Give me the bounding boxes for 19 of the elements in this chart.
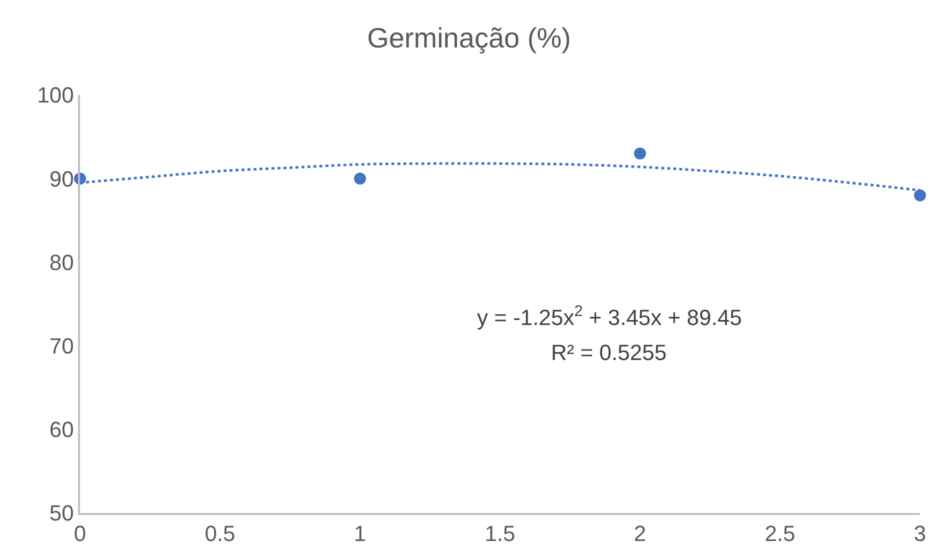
y-tick-label: 80 [49,250,74,275]
x-tick-label: 3 [914,521,926,546]
x-tick-label: 2.5 [764,521,796,546]
x-tick-label: 1 [354,521,366,546]
y-tick-label: 70 [49,334,74,358]
y-tick-label: 100 [37,82,74,108]
point [914,189,926,202]
annotation: R² = 0.5255 [551,340,667,365]
x-tick-label: 1.5 [484,521,516,546]
x-tick-label: 2 [634,521,646,546]
chart-title: Germinação (%) [367,22,571,54]
x-tick-label: 0 [74,521,86,546]
x-tick-label: 0.5 [204,521,236,546]
annotation: y = -1.25x$^{2}$ + 3.45x + 89.45 [477,303,742,330]
y-tick-label: 90 [49,166,74,192]
y-tick-label: 60 [49,417,74,442]
point [354,172,366,185]
y-tick-label: 50 [49,500,74,526]
point [634,148,646,160]
